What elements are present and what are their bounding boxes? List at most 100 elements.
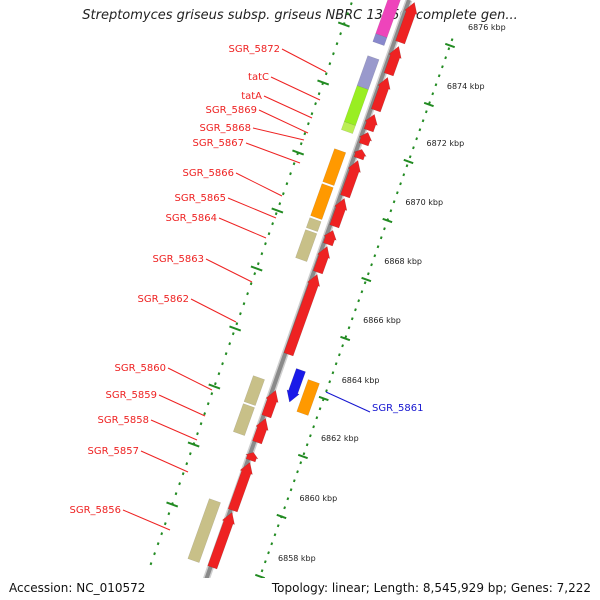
gene-label[interactable]: SGR_5864 [166, 213, 218, 224]
track-tick [229, 325, 242, 332]
track-dot [224, 352, 228, 356]
kbp-scale: 6876 kbp 6874 kbp 6872 kbp 6870 kbp 6868 kbp… [149, 2, 506, 600]
gene-leader-line [263, 95, 313, 119]
cds-block-khaki[interactable] [187, 498, 221, 563]
gene-label[interactable]: tatC [248, 72, 269, 83]
gene-label[interactable]: SGR_5866 [183, 168, 235, 179]
gene-arrow-sgr-5864[interactable] [322, 229, 337, 247]
track-dot [253, 272, 257, 276]
gene-arrow-sgr-5859[interactable] [252, 417, 269, 445]
cds-block-green[interactable] [340, 121, 356, 134]
gene-arrow-sgr-5865[interactable] [329, 197, 348, 229]
gene-arrow-sgr-5860[interactable] [261, 389, 279, 419]
gene-label[interactable]: SGR_5857 [88, 446, 140, 457]
track-dot [235, 322, 239, 326]
gene-label[interactable]: SGR_5861 [372, 403, 424, 414]
gene-label[interactable]: SGR_5858 [98, 415, 150, 426]
track-dot [206, 402, 210, 406]
scale-dot [421, 119, 425, 123]
gene-arrow-sgr-5872-a[interactable] [395, 1, 418, 45]
track-dot [246, 292, 249, 296]
gene-label[interactable]: SGR_5869 [206, 105, 258, 116]
gene-label[interactable]: SGR_5862 [138, 294, 190, 305]
track-dot [274, 212, 278, 216]
kbp-tick-label: 6866 kbp [363, 316, 401, 325]
track-dot [249, 282, 253, 286]
track-dot [281, 192, 285, 196]
cds-block-orange[interactable] [322, 148, 347, 186]
track-dot [289, 172, 292, 176]
scale-dot [276, 524, 280, 528]
gene-label[interactable]: SGR_5856 [70, 505, 122, 516]
cds-block-khaki[interactable] [305, 217, 322, 232]
gene-arrow-sgr-5856[interactable] [207, 511, 235, 570]
cds-block-orange[interactable] [296, 379, 320, 416]
scale-dot [263, 560, 267, 564]
kbp-tick [444, 42, 456, 49]
gene-arrow-sgr-5872[interactable] [383, 45, 402, 77]
gene-arrow-sgr-5862[interactable] [283, 273, 321, 357]
track-dot [174, 492, 178, 496]
kbp-tick-label: 6870 kbp [405, 198, 443, 207]
gene-arrow-tatc[interactable] [370, 76, 391, 113]
gene-label[interactable]: SGR_5863 [153, 254, 205, 265]
track-dot [242, 302, 246, 306]
scale-dot [363, 281, 367, 285]
gene-leader-line [235, 172, 283, 197]
cds-block-khaki[interactable] [232, 403, 255, 436]
genome-summary: Topology: linear; Length: 8,545,929 bp; … [271, 581, 591, 595]
accession-label: Accession: NC_010572 [9, 581, 146, 595]
scale-dot [418, 128, 422, 132]
gene-label[interactable]: SGR_5860 [115, 363, 167, 374]
track-dot [260, 252, 264, 256]
track-dot [160, 532, 164, 536]
kbp-tick [297, 453, 308, 460]
kbp-tick [318, 395, 329, 402]
track-dot [239, 312, 242, 316]
scale-dot [408, 155, 412, 159]
track-dot [217, 372, 221, 376]
cds-block-khaki[interactable] [243, 375, 265, 406]
scale-dot [412, 146, 415, 150]
scale-dot [347, 326, 351, 330]
gene-arrow-sgr-5868[interactable] [353, 149, 367, 161]
scale-dot [373, 254, 377, 258]
kbp-tick [254, 573, 266, 580]
track-dot [185, 462, 189, 466]
gene-arrow-sgr-5857[interactable] [244, 452, 259, 463]
track-dot [199, 422, 203, 426]
scale-dot [270, 542, 274, 546]
track-dot [332, 52, 335, 56]
scale-dot [424, 110, 428, 114]
gene-arrow-sgr-5866[interactable] [340, 159, 361, 199]
gene-arrow-sgr-5856[interactable] [227, 461, 253, 513]
scale-dot [296, 470, 299, 474]
gene-label[interactable]: SGR_5868 [200, 123, 252, 134]
gene-label[interactable]: SGR_5872 [229, 44, 281, 55]
cds-block-purple[interactable] [372, 33, 388, 46]
track-dot [267, 232, 271, 236]
track-dot [256, 262, 260, 266]
gene-arrow-sgr-5861[interactable] [286, 368, 306, 403]
gene-arrow-sgr-5863[interactable] [312, 245, 331, 275]
track-tick [271, 207, 284, 214]
gene-label[interactable]: SGR_5867 [193, 138, 245, 149]
scale-dot [305, 443, 309, 447]
track-dot [156, 542, 160, 546]
gene-leader-line [158, 394, 206, 417]
gene-arrow-tata[interactable] [363, 113, 378, 133]
scale-dot [392, 200, 396, 204]
track-dot [317, 92, 321, 96]
track-dot [278, 202, 282, 206]
cds-block-khaki[interactable] [295, 229, 318, 262]
gene-label-layer: SGR_5872 tatC tatA SGR_5869 SGR_5868 SGR_5867… [70, 44, 424, 531]
kbp-tick-label: 6860 kbp [299, 494, 337, 503]
gene-arrow-sgr-5869[interactable] [358, 132, 373, 147]
gene-label[interactable]: SGR_5865 [175, 193, 227, 204]
cds-block-orange[interactable] [310, 183, 334, 220]
gene-label[interactable]: SGR_5859 [106, 390, 158, 401]
gene-label[interactable]: tatA [241, 91, 262, 102]
gene-leader-line [190, 298, 237, 323]
kbp-tick-label: 6862 kbp [321, 434, 359, 443]
